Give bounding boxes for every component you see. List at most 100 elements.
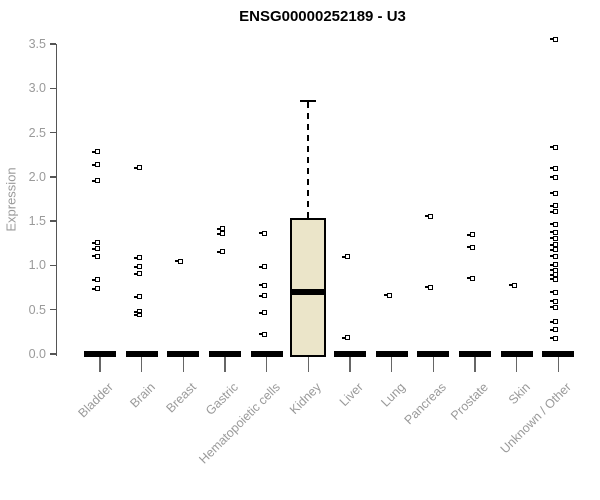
kidney-median-line bbox=[290, 289, 327, 295]
data-point bbox=[550, 327, 559, 333]
zero-median-bar bbox=[500, 351, 533, 357]
x-tick bbox=[557, 357, 559, 372]
y-tick bbox=[49, 353, 56, 355]
data-point bbox=[92, 149, 100, 155]
y-tick bbox=[49, 220, 56, 222]
data-point bbox=[258, 264, 267, 270]
data-point bbox=[92, 162, 100, 168]
data-point bbox=[466, 244, 475, 250]
data-point bbox=[550, 235, 559, 241]
data-point bbox=[550, 221, 559, 227]
data-point bbox=[258, 310, 267, 316]
y-tick-label: 2.5 bbox=[28, 125, 46, 140]
data-point bbox=[175, 258, 184, 264]
x-tick bbox=[265, 357, 268, 372]
zero-median-bar bbox=[84, 351, 116, 357]
y-tick-label: 2.0 bbox=[28, 169, 46, 184]
x-tick bbox=[307, 357, 310, 372]
x-tick bbox=[432, 357, 435, 372]
x-tick bbox=[182, 357, 185, 372]
y-tick-label: 0.5 bbox=[28, 302, 46, 317]
y-tick bbox=[49, 264, 56, 267]
data-point bbox=[133, 309, 142, 315]
y-axis-line bbox=[55, 44, 57, 356]
x-tick bbox=[140, 357, 143, 372]
data-point bbox=[550, 298, 559, 304]
y-tick bbox=[49, 176, 56, 178]
data-point bbox=[550, 203, 559, 209]
zero-median-bar bbox=[208, 351, 241, 357]
data-point bbox=[258, 293, 267, 299]
kidney-whisker-cap bbox=[300, 99, 317, 102]
zero-median-bar bbox=[375, 351, 408, 357]
zero-median-bar bbox=[250, 351, 283, 357]
y-axis-label: Expression bbox=[3, 167, 19, 232]
data-point bbox=[466, 232, 475, 238]
data-point bbox=[133, 312, 142, 318]
data-point bbox=[216, 249, 225, 255]
kidney-box bbox=[290, 217, 327, 357]
data-point bbox=[550, 253, 559, 259]
data-point bbox=[341, 335, 350, 341]
data-point bbox=[92, 178, 100, 184]
data-point bbox=[341, 254, 350, 260]
data-point bbox=[550, 319, 559, 325]
data-point bbox=[133, 294, 142, 300]
data-point bbox=[258, 282, 267, 288]
data-point bbox=[550, 276, 559, 282]
data-point bbox=[550, 36, 559, 42]
y-tick bbox=[49, 87, 56, 90]
data-point bbox=[133, 271, 142, 277]
data-point bbox=[550, 262, 559, 268]
data-point bbox=[133, 264, 142, 270]
data-point bbox=[383, 292, 392, 298]
y-tick-label: 1.5 bbox=[28, 214, 46, 229]
data-point bbox=[258, 230, 267, 236]
zero-median-bar bbox=[417, 351, 450, 357]
data-point bbox=[133, 255, 142, 261]
x-tick bbox=[99, 357, 101, 372]
data-point bbox=[133, 165, 142, 170]
data-point bbox=[216, 231, 225, 237]
data-point bbox=[425, 213, 434, 219]
x-tick bbox=[474, 357, 476, 372]
x-tick bbox=[515, 357, 518, 372]
data-point bbox=[550, 229, 559, 235]
zero-median-bar bbox=[333, 351, 366, 357]
data-point bbox=[92, 253, 100, 259]
data-point bbox=[550, 247, 559, 253]
data-point bbox=[550, 209, 559, 215]
data-point bbox=[425, 284, 434, 290]
data-point bbox=[550, 304, 559, 310]
y-tick bbox=[49, 308, 56, 311]
data-point bbox=[258, 331, 267, 337]
data-point bbox=[92, 240, 100, 246]
x-tick bbox=[349, 357, 351, 372]
x-tick bbox=[390, 357, 393, 372]
y-tick-label: 0.0 bbox=[28, 347, 46, 361]
y-tick-label: 1.0 bbox=[28, 258, 46, 273]
data-point bbox=[466, 275, 475, 281]
kidney-whisker bbox=[307, 101, 310, 218]
data-point bbox=[216, 226, 225, 232]
data-point bbox=[92, 286, 100, 292]
data-point bbox=[550, 190, 559, 196]
y-tick bbox=[49, 43, 56, 45]
y-tick-label: 3.0 bbox=[28, 81, 46, 96]
data-point bbox=[550, 174, 559, 180]
y-tick bbox=[49, 131, 56, 134]
data-point bbox=[92, 246, 100, 252]
zero-median-bar bbox=[167, 351, 200, 357]
data-point bbox=[550, 242, 559, 248]
data-point bbox=[550, 289, 559, 295]
data-point bbox=[508, 282, 517, 288]
data-point bbox=[550, 144, 559, 150]
zero-median-bar bbox=[458, 351, 491, 357]
x-tick bbox=[224, 357, 226, 372]
data-point bbox=[92, 277, 100, 283]
zero-median-bar bbox=[125, 351, 158, 357]
x-tick-label-unknown-other: Unknown / Other bbox=[497, 380, 575, 457]
y-tick-label: 3.5 bbox=[28, 37, 46, 51]
chart-title: ENSG00000252189 - U3 bbox=[239, 8, 406, 25]
